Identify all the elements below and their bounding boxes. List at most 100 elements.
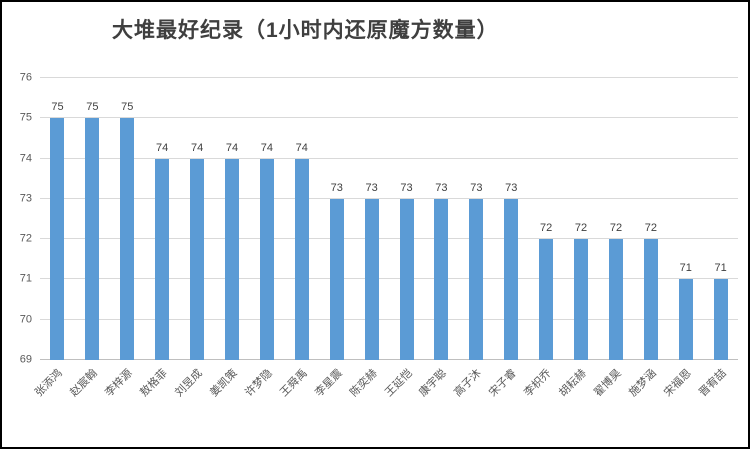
bar-slot: 73 李星震 bbox=[313, 78, 354, 399]
bar-value-label: 73 bbox=[365, 181, 378, 194]
bar-slot: 73 王延恺 bbox=[382, 78, 424, 399]
plot-area: 69 70 71 72 73 74 75 76 75 张添鸿 75 赵宸翰 75 李梓源 74 敖格菲 74 刘昱… bbox=[20, 72, 738, 399]
bar-value-label: 75 bbox=[121, 101, 134, 114]
bar bbox=[190, 158, 205, 360]
bar bbox=[329, 198, 344, 360]
bar bbox=[294, 158, 309, 360]
x-axis-category-label: 胡耘赫 bbox=[557, 367, 589, 400]
bar bbox=[434, 198, 449, 360]
bar-value-label: 72 bbox=[609, 222, 623, 235]
y-axis-tick-label: 69 bbox=[19, 353, 32, 366]
bar bbox=[155, 158, 170, 360]
bar bbox=[120, 118, 135, 360]
x-axis-category-label: 康宇聪 bbox=[417, 367, 450, 400]
x-axis-category-label: 晋宥喆 bbox=[696, 367, 729, 400]
chart-title: 大堆最好纪录（1小时内还原魔方数量） bbox=[112, 19, 499, 42]
bar bbox=[85, 118, 100, 360]
bar-value-label: 72 bbox=[540, 222, 553, 235]
x-axis-line bbox=[40, 359, 738, 360]
x-axis-category-label: 李枳乔 bbox=[522, 367, 554, 400]
bar-slot: 72 胡耘赫 bbox=[557, 78, 599, 399]
bar-value-label: 74 bbox=[190, 141, 204, 154]
x-axis-category-label: 王延恺 bbox=[382, 367, 415, 400]
bar bbox=[504, 198, 519, 360]
bar-slot: 74 王舜禹 bbox=[278, 78, 319, 399]
bar-slot: 74 姜凯策 bbox=[208, 78, 250, 399]
gridline bbox=[40, 197, 738, 199]
bar-slot: 72 李枳乔 bbox=[522, 78, 564, 399]
y-axis-tick-label: 76 bbox=[19, 71, 32, 84]
bar-slot: 73 宋子睿 bbox=[487, 78, 529, 399]
bar-value-label: 73 bbox=[400, 181, 413, 194]
x-axis-category-label: 陈奕赫 bbox=[347, 367, 380, 400]
bar-value-label: 72 bbox=[574, 222, 588, 235]
bar bbox=[713, 279, 728, 360]
y-axis-tick-label: 75 bbox=[19, 111, 32, 124]
gridline bbox=[40, 318, 738, 320]
gridline bbox=[40, 278, 738, 280]
bar-value-label: 75 bbox=[51, 101, 64, 114]
bar bbox=[678, 279, 693, 360]
bar-value-label: 71 bbox=[714, 262, 727, 275]
bar-slot: 74 刘昱成 bbox=[173, 78, 215, 399]
x-axis-category-label: 赵宸翰 bbox=[68, 367, 101, 400]
gridline bbox=[40, 77, 738, 78]
x-axis-category-label: 宋子睿 bbox=[487, 367, 520, 400]
bar bbox=[608, 239, 623, 360]
bar-value-label: 73 bbox=[435, 181, 448, 194]
y-axis-tick-label: 70 bbox=[19, 313, 32, 326]
x-axis-category-label: 李星震 bbox=[312, 367, 345, 400]
bar-value-label: 75 bbox=[86, 101, 99, 114]
bar bbox=[399, 198, 414, 360]
x-axis-category-label: 施梦涵 bbox=[626, 367, 659, 400]
bar-value-label: 73 bbox=[330, 181, 343, 194]
bar-value-label: 73 bbox=[505, 181, 518, 194]
bar-value-label: 74 bbox=[260, 141, 274, 154]
x-axis-category-label: 李梓源 bbox=[103, 367, 136, 400]
bar-slot: 75 赵宸翰 bbox=[68, 78, 110, 399]
bar-slot: 75 张添鸿 bbox=[33, 78, 75, 399]
y-axis-tick-label: 74 bbox=[19, 152, 32, 165]
x-axis-category-label: 姜凯策 bbox=[207, 367, 240, 400]
x-axis-category-label: 许梦隐 bbox=[242, 367, 275, 400]
bar-slot: 71 晋宥喆 bbox=[697, 78, 738, 399]
x-axis-category-label: 高子沐 bbox=[452, 367, 485, 400]
bar-slot: 71 宋福恩 bbox=[662, 78, 703, 399]
bar-slot: 73 康宇聪 bbox=[417, 78, 459, 399]
bar bbox=[469, 198, 484, 360]
y-axis-tick-label: 72 bbox=[19, 232, 32, 245]
bar bbox=[224, 158, 239, 360]
bar bbox=[50, 118, 65, 360]
x-axis-category-label: 翟博昊 bbox=[591, 367, 624, 400]
bar-value-label: 74 bbox=[156, 141, 169, 154]
y-axis-tick-label: 71 bbox=[19, 272, 32, 285]
bar-value-label: 72 bbox=[644, 222, 657, 235]
gridline bbox=[40, 117, 738, 119]
bar-slot: 73 高子沐 bbox=[452, 78, 494, 399]
bar bbox=[643, 239, 658, 360]
bar bbox=[574, 239, 589, 360]
x-axis-category-label: 王舜禹 bbox=[277, 367, 310, 400]
bar-slot: 72 翟博昊 bbox=[592, 78, 634, 399]
bar-slot: 75 李梓源 bbox=[103, 78, 145, 399]
gridline bbox=[40, 157, 738, 159]
y-axis-tick-label: 73 bbox=[19, 192, 32, 205]
bar-slot: 74 敖格菲 bbox=[138, 78, 180, 399]
x-axis-category-label: 刘昱成 bbox=[173, 367, 205, 400]
bar-slot: 74 许梦隐 bbox=[243, 78, 284, 399]
bar-slot: 73 陈奕赫 bbox=[348, 78, 389, 399]
gridline bbox=[40, 238, 738, 240]
x-axis-category-label: 张添鸿 bbox=[33, 367, 66, 400]
bar-slot: 72 施梦涵 bbox=[627, 78, 668, 399]
bar-value-label: 74 bbox=[295, 141, 308, 154]
bar bbox=[364, 198, 379, 360]
bar bbox=[259, 158, 274, 360]
bar bbox=[539, 239, 554, 360]
bar-value-label: 71 bbox=[679, 262, 692, 275]
bar-series: 75 张添鸿 75 赵宸翰 75 李梓源 74 敖格菲 74 刘昱成 74 姜凯策 74 许梦隐 74 王舜禹… bbox=[33, 78, 738, 399]
x-axis-category-label: 敖格菲 bbox=[138, 367, 170, 400]
x-axis-category-label: 宋福恩 bbox=[661, 367, 694, 400]
bar-value-label: 73 bbox=[470, 181, 483, 194]
bar-value-label: 74 bbox=[225, 141, 239, 154]
